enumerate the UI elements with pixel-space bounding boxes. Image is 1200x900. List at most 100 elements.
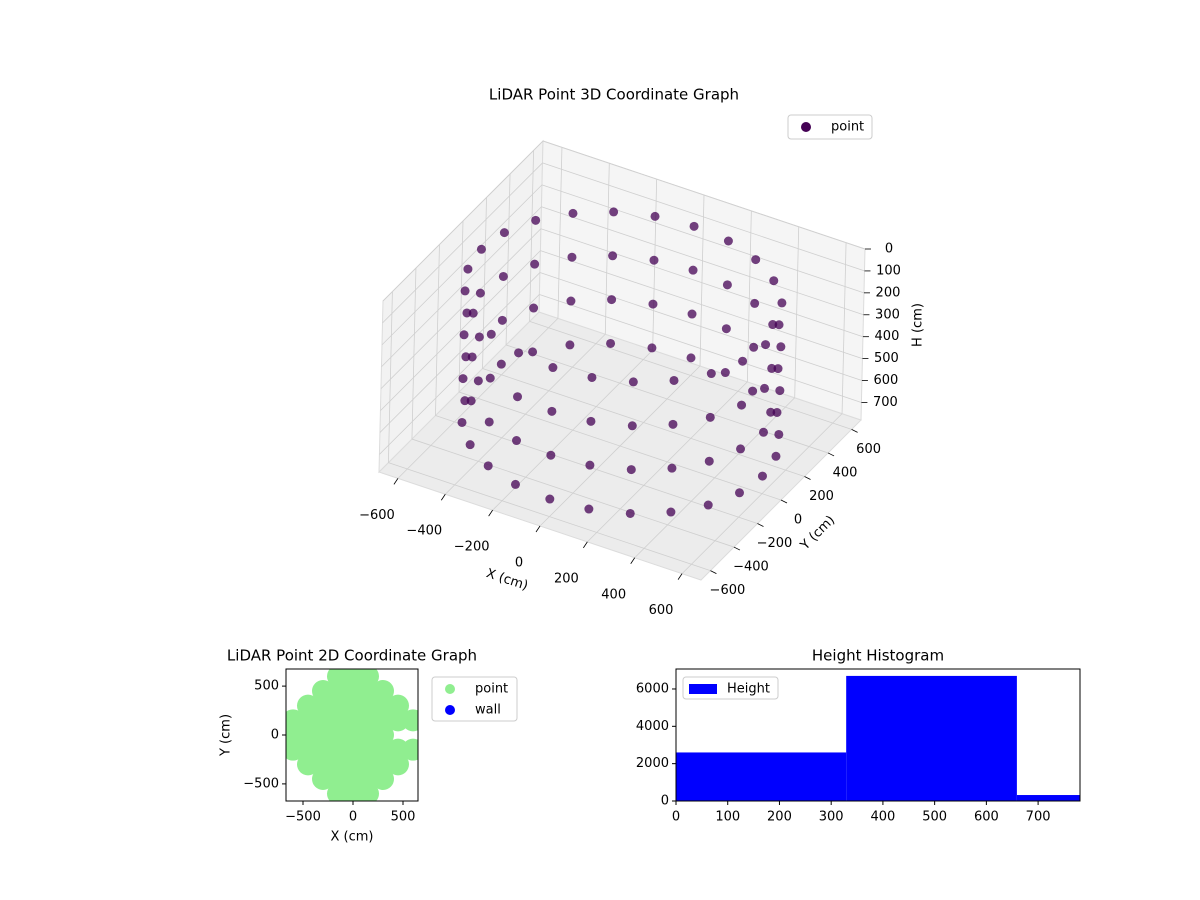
point	[548, 363, 558, 373]
grid-line	[411, 268, 417, 440]
point	[545, 494, 555, 504]
grid-line	[381, 206, 542, 368]
y-tick-label: −600	[710, 583, 746, 598]
grid-line	[529, 321, 852, 430]
grid-line	[388, 291, 393, 463]
bar	[676, 752, 847, 801]
tick-mark	[757, 523, 764, 527]
point	[499, 228, 509, 238]
axes-frame	[675, 668, 1081, 802]
tick-mark	[733, 546, 741, 551]
legend-box	[787, 114, 873, 140]
point	[457, 417, 467, 427]
x-tick-label: 0	[672, 810, 680, 825]
point	[625, 508, 635, 518]
chart-histogram: 0 100 200 300 400 500 600 700 0 2000 4000 6000 Heigh…	[636, 647, 1081, 825]
grid-line	[746, 210, 752, 382]
grid-line	[540, 228, 864, 338]
point	[547, 406, 557, 416]
z-tick-label: 100	[876, 263, 901, 278]
y-tick-label: 600	[856, 442, 881, 457]
x-tick-label: 400	[601, 587, 626, 602]
point	[750, 298, 760, 308]
point	[461, 352, 471, 362]
grid-line	[379, 294, 540, 455]
x-tick-label: 500	[922, 810, 947, 825]
point	[458, 374, 468, 384]
tick-mark	[630, 557, 636, 564]
tick-mark	[583, 541, 588, 549]
x-axis-label: X (cm)	[331, 830, 374, 845]
point	[647, 343, 657, 353]
y-tick-label: 4000	[636, 719, 669, 734]
y-tick-label: −400	[733, 560, 769, 575]
point	[585, 460, 595, 470]
legend-marker	[445, 705, 455, 715]
x-tick-label: 300	[819, 810, 844, 825]
point	[531, 215, 541, 225]
point	[402, 738, 418, 761]
point	[460, 286, 470, 296]
tick-mark	[851, 429, 858, 433]
point	[748, 386, 758, 396]
point	[666, 507, 676, 517]
point	[751, 255, 761, 265]
grid-line	[505, 173, 511, 345]
grid-line	[540, 250, 863, 359]
point	[485, 373, 495, 383]
grid-line	[435, 244, 440, 416]
point	[372, 680, 394, 702]
point	[514, 348, 524, 358]
point	[483, 461, 493, 471]
grid-line	[557, 147, 563, 319]
grid-line	[542, 162, 865, 272]
x-tick-label: 0	[349, 810, 357, 825]
tick-mark	[827, 452, 835, 457]
y-tick-label: 200	[809, 489, 834, 504]
tick-mark	[440, 494, 446, 501]
tick-mark	[780, 499, 788, 504]
point	[529, 303, 539, 313]
point	[774, 320, 784, 330]
x-tick-label: −200	[454, 540, 490, 555]
points	[286, 669, 418, 801]
point	[721, 324, 731, 334]
point	[462, 308, 472, 318]
point	[546, 450, 556, 460]
y-tick-label: 400	[833, 465, 858, 480]
y-tick-label: 6000	[636, 681, 669, 696]
point	[703, 500, 713, 510]
point	[749, 342, 759, 352]
chart-title: LiDAR Point 2D Coordinate Graph	[227, 647, 477, 665]
tick-mark	[677, 573, 683, 580]
point	[688, 265, 698, 275]
point	[607, 295, 617, 305]
legend-marker	[445, 684, 455, 694]
point	[512, 436, 522, 446]
y-tick-label: 2000	[636, 756, 669, 771]
grid-line	[542, 140, 866, 250]
point	[513, 392, 523, 402]
point	[774, 429, 784, 439]
legend-swatch	[689, 684, 717, 694]
grid-line	[482, 197, 487, 369]
grid-line	[539, 294, 862, 403]
point	[476, 244, 486, 254]
point	[720, 368, 730, 378]
point	[723, 236, 733, 246]
tick-mark	[488, 509, 493, 517]
grid-line	[841, 242, 847, 414]
point	[387, 694, 409, 717]
y-tick-label: −200	[757, 536, 793, 551]
point	[775, 386, 785, 396]
y-tick-label: 0	[794, 513, 802, 528]
point	[565, 340, 575, 350]
y-tick-label: −500	[243, 776, 279, 791]
point	[767, 363, 777, 373]
bar	[1016, 795, 1080, 801]
point	[587, 372, 597, 382]
point	[736, 444, 746, 454]
x-tick-label: −600	[359, 508, 395, 523]
point	[357, 669, 379, 688]
